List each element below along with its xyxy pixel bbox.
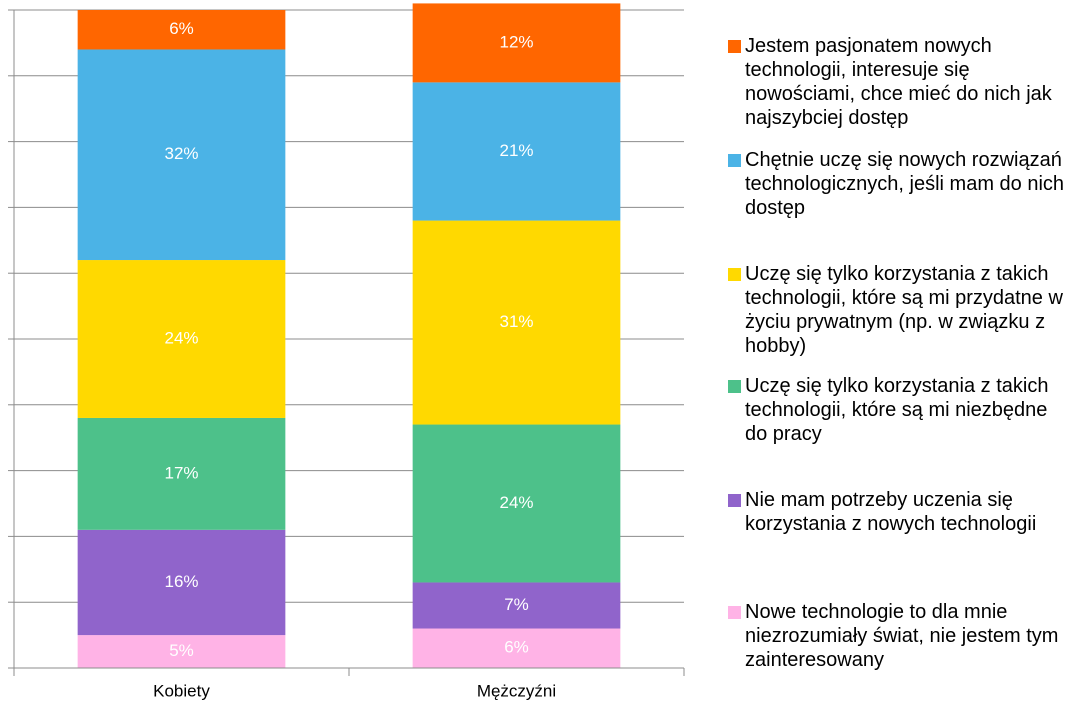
legend-item: Chętnie uczę się nowych rozwiązań techno… (728, 148, 1073, 220)
bar-segment (412, 3, 621, 83)
legend-item: Uczę się tylko korzystania z takich tech… (728, 262, 1073, 358)
data-label: 12% (499, 32, 533, 51)
bar-segment (412, 424, 621, 583)
bar-segment (77, 417, 286, 530)
data-label: 5% (169, 641, 194, 660)
bar-segment (77, 635, 286, 668)
legend-item: Nowe technologie to dla mnie niezrozumia… (728, 600, 1073, 672)
data-label: 7% (504, 595, 529, 614)
data-label: 31% (499, 312, 533, 331)
bar-segment (77, 49, 286, 261)
legend-item: Nie mam potrzeby uczenia się korzystania… (728, 488, 1073, 536)
data-label: 32% (164, 144, 198, 163)
legend-label: Nie mam potrzeby uczenia się korzystania… (745, 489, 1037, 535)
x-tick-label: Kobiety (153, 681, 210, 700)
legend-swatch (728, 40, 741, 53)
legend-label: Uczę się tylko korzystania z takich tech… (745, 375, 1049, 445)
data-label: 21% (499, 141, 533, 160)
data-label: 6% (504, 638, 529, 657)
bar-segment (412, 628, 621, 668)
data-label: 17% (164, 463, 198, 482)
bar-segment (412, 220, 621, 425)
legend-swatch (728, 494, 741, 507)
data-label: 6% (169, 19, 194, 38)
bar-segment (77, 529, 286, 636)
bar-segment (412, 82, 621, 221)
data-label: 24% (164, 328, 198, 347)
x-tick-label: Mężczyźni (477, 681, 556, 700)
legend-swatch (728, 380, 741, 393)
legend-label: Nowe technologie to dla mnie niezrozumia… (745, 601, 1059, 671)
bar-segment (77, 10, 286, 50)
legend-item: Uczę się tylko korzystania z takich tech… (728, 374, 1073, 446)
data-label: 16% (164, 572, 198, 591)
legend-swatch (728, 606, 741, 619)
legend-label: Jestem pasjonatem nowych technologii, in… (745, 35, 1052, 129)
bar-segment (412, 582, 621, 629)
legend-swatch (728, 154, 741, 167)
data-label: 24% (499, 493, 533, 512)
bar-segment (77, 260, 286, 418)
legend-label: Uczę się tylko korzystania z takich tech… (745, 263, 1063, 357)
legend-swatch (728, 268, 741, 281)
legend-item: Jestem pasjonatem nowych technologii, in… (728, 34, 1073, 130)
legend-label: Chętnie uczę się nowych rozwiązań techno… (745, 149, 1065, 219)
